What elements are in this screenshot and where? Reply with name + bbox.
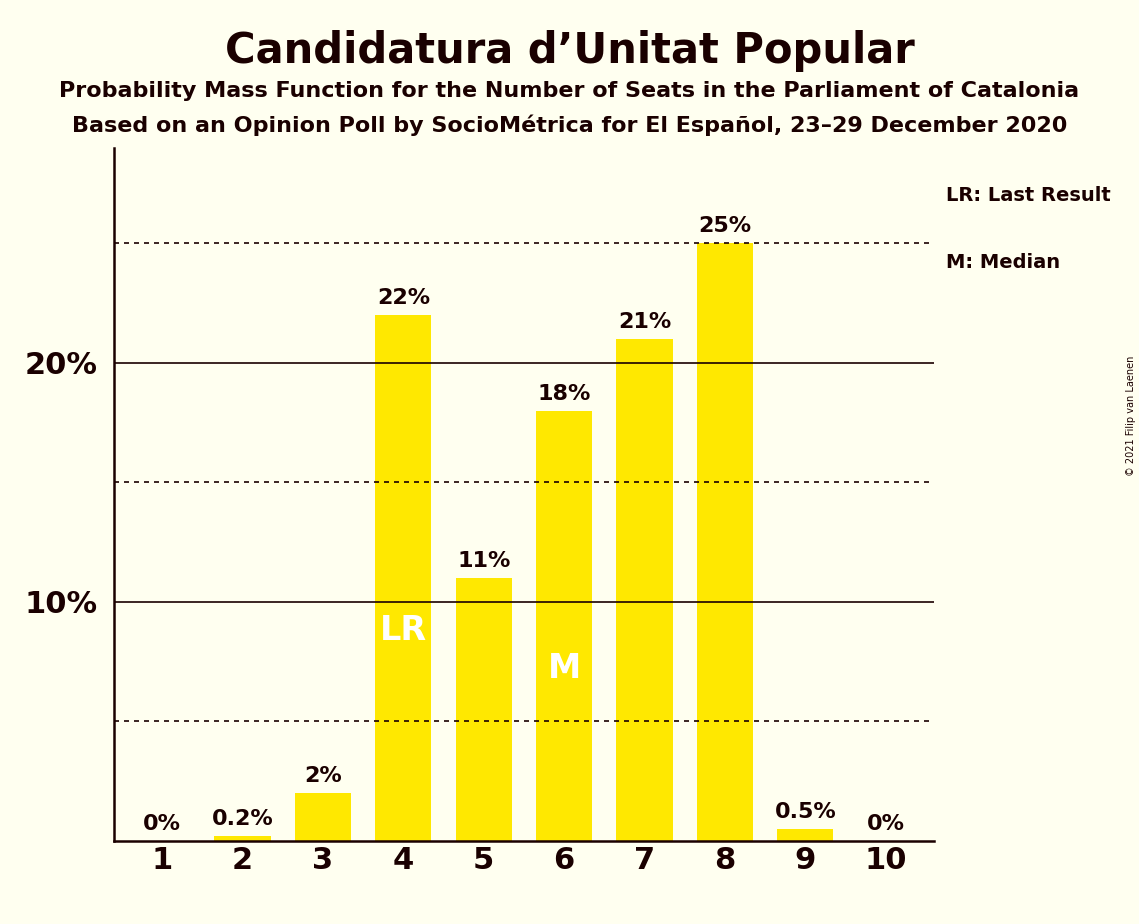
Text: LR: LR — [379, 614, 427, 647]
Bar — [214, 836, 271, 841]
Text: M: M — [548, 652, 581, 686]
Text: © 2021 Filip van Laenen: © 2021 Filip van Laenen — [1126, 356, 1136, 476]
Text: 0%: 0% — [144, 814, 181, 833]
Bar — [536, 410, 592, 841]
Text: Probability Mass Function for the Number of Seats in the Parliament of Catalonia: Probability Mass Function for the Number… — [59, 81, 1080, 102]
Text: Based on an Opinion Poll by SocioMétrica for El Español, 23–29 December 2020: Based on an Opinion Poll by SocioMétrica… — [72, 115, 1067, 136]
Text: 25%: 25% — [698, 216, 752, 237]
Text: Candidatura d’Unitat Popular: Candidatura d’Unitat Popular — [224, 30, 915, 72]
Bar — [616, 339, 673, 841]
Text: LR: Last Result: LR: Last Result — [947, 186, 1111, 205]
Text: 11%: 11% — [457, 551, 510, 571]
Text: 2%: 2% — [304, 766, 342, 786]
Bar — [295, 793, 351, 841]
Bar — [777, 829, 834, 841]
Text: 0.2%: 0.2% — [212, 808, 273, 829]
Bar — [456, 578, 511, 841]
Text: 22%: 22% — [377, 288, 429, 308]
Text: 0%: 0% — [867, 814, 904, 833]
Text: 21%: 21% — [618, 311, 671, 332]
Text: 18%: 18% — [538, 383, 591, 404]
Text: 0.5%: 0.5% — [775, 802, 836, 821]
Bar — [375, 315, 432, 841]
Text: M: Median: M: Median — [947, 253, 1060, 272]
Bar — [697, 243, 753, 841]
